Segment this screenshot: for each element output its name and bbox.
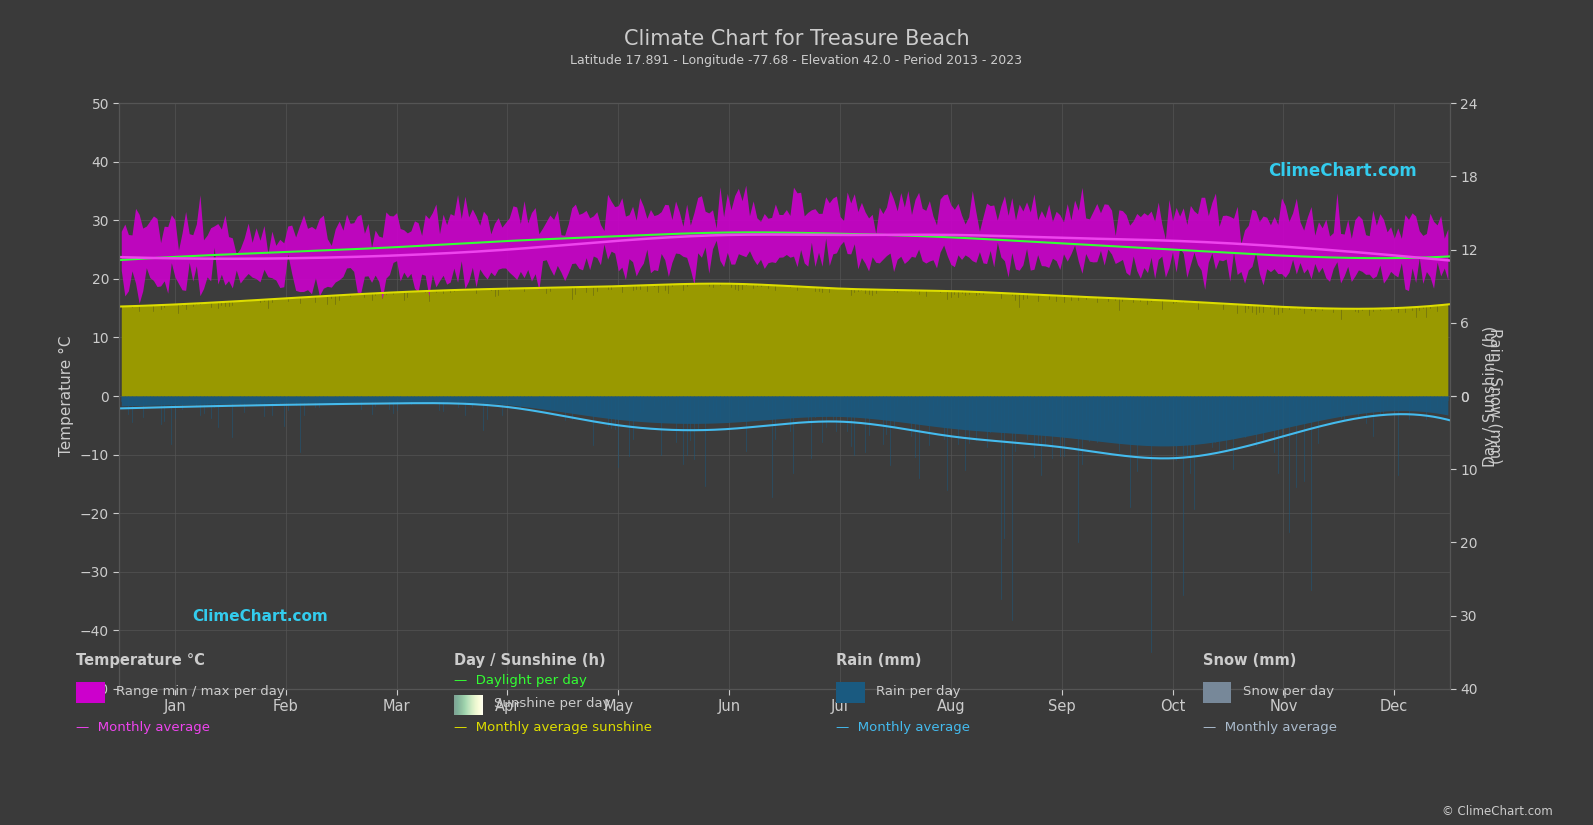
Text: ClimeChart.com: ClimeChart.com	[193, 610, 328, 625]
Text: ClimeChart.com: ClimeChart.com	[1268, 162, 1416, 180]
Y-axis label: Day / Sunshine (h): Day / Sunshine (h)	[1483, 325, 1499, 467]
Text: Latitude 17.891 - Longitude -77.68 - Elevation 42.0 - Period 2013 - 2023: Latitude 17.891 - Longitude -77.68 - Ele…	[570, 54, 1023, 67]
Text: —  Monthly average: — Monthly average	[1203, 721, 1337, 734]
Text: Climate Chart for Treasure Beach: Climate Chart for Treasure Beach	[624, 29, 969, 49]
Text: Snow (mm): Snow (mm)	[1203, 653, 1297, 668]
Text: Range min / max per day: Range min / max per day	[116, 685, 285, 698]
Text: —  Monthly average sunshine: — Monthly average sunshine	[454, 721, 652, 734]
Text: Rain (mm): Rain (mm)	[836, 653, 922, 668]
Text: Snow per day: Snow per day	[1243, 685, 1333, 698]
Text: © ClimeChart.com: © ClimeChart.com	[1442, 805, 1553, 818]
Text: —  Monthly average: — Monthly average	[76, 721, 210, 734]
Text: Day / Sunshine (h): Day / Sunshine (h)	[454, 653, 605, 668]
Y-axis label: Rain / Snow (mm): Rain / Snow (mm)	[1488, 328, 1502, 464]
Text: —  Daylight per day: — Daylight per day	[454, 674, 586, 687]
Y-axis label: Temperature °C: Temperature °C	[59, 336, 75, 456]
Text: —  Monthly average: — Monthly average	[836, 721, 970, 734]
Text: Sunshine per day: Sunshine per day	[494, 697, 610, 710]
Text: Temperature °C: Temperature °C	[76, 653, 205, 668]
Text: Rain per day: Rain per day	[876, 685, 961, 698]
